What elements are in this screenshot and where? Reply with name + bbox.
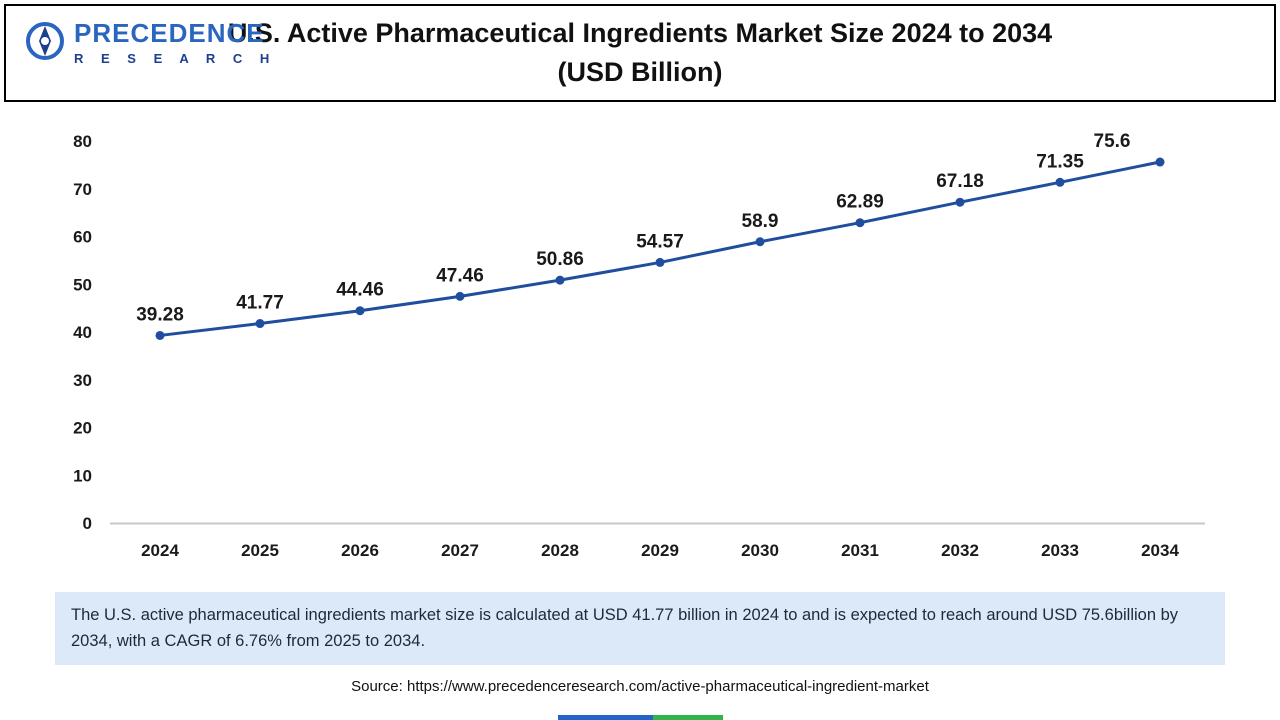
x-tick-label: 2026 xyxy=(341,541,379,560)
note-text: The U.S. active pharmaceutical ingredien… xyxy=(71,606,1179,650)
y-tick-label: 10 xyxy=(73,466,92,485)
y-tick-label: 30 xyxy=(73,371,92,390)
data-label: 71.35 xyxy=(1036,151,1084,172)
x-tick-label: 2031 xyxy=(841,541,879,560)
data-point xyxy=(555,275,565,285)
data-point xyxy=(855,218,865,228)
logo-text: PRECEDENCE R E S E A R C H xyxy=(74,18,277,67)
y-tick-label: 70 xyxy=(73,180,92,199)
data-point xyxy=(155,330,165,340)
header: PRECEDENCE R E S E A R C H U.S. Active P… xyxy=(4,4,1276,102)
data-label: 67.18 xyxy=(936,171,984,192)
x-tick-label: 2034 xyxy=(1141,541,1179,560)
x-tick-label: 2025 xyxy=(241,541,279,560)
data-point xyxy=(1055,177,1065,187)
data-point xyxy=(255,319,265,329)
source-text: Source: https://www.precedenceresearch.c… xyxy=(351,678,929,695)
line-chart: 0 10 20 30 40 50 60 70 80 2024 2025 2026 2027 2028 202… xyxy=(0,102,1280,572)
logo-name: PRECEDENCE xyxy=(74,18,265,48)
y-tick-label: 60 xyxy=(73,228,92,247)
data-label: 44.46 xyxy=(336,280,384,301)
x-tick-label: 2029 xyxy=(641,541,679,560)
note-box: The U.S. active pharmaceutical ingredien… xyxy=(55,592,1225,666)
data-label: 75.6 xyxy=(1094,131,1131,152)
data-point xyxy=(355,306,365,316)
footer-accent-bar xyxy=(0,715,1280,720)
data-label: 62.89 xyxy=(836,192,884,213)
data-point xyxy=(755,237,765,247)
data-point xyxy=(955,197,965,207)
data-label: 50.86 xyxy=(536,249,584,270)
footer-accent-blue xyxy=(557,715,653,720)
y-tick-label: 50 xyxy=(73,275,92,294)
x-tick-label: 2028 xyxy=(541,541,579,560)
chart-title: U.S. Active Pharmaceutical Ingredients M… xyxy=(227,17,1053,87)
y-tick-label: 20 xyxy=(73,419,92,438)
x-tick-label: 2024 xyxy=(141,541,179,560)
logo: PRECEDENCE R E S E A R C H xyxy=(24,18,277,67)
x-tick-label: 2027 xyxy=(441,541,479,560)
data-label: 54.57 xyxy=(636,231,684,252)
data-label: 58.9 xyxy=(742,211,779,232)
x-tick-label: 2032 xyxy=(941,541,979,560)
data-label: 41.77 xyxy=(236,293,284,314)
data-point xyxy=(455,291,465,301)
logo-subtitle: R E S E A R C H xyxy=(74,51,277,67)
y-tick-label: 80 xyxy=(73,132,92,151)
y-tick-label: 0 xyxy=(83,514,92,533)
data-point xyxy=(655,257,665,267)
x-tick-label: 2030 xyxy=(741,541,779,560)
y-tick-label: 40 xyxy=(73,323,92,342)
x-tick-label: 2033 xyxy=(1041,541,1079,560)
compass-logo-icon xyxy=(24,20,66,67)
footer-accent-green xyxy=(652,715,723,720)
data-point xyxy=(1155,157,1165,167)
data-label: 47.46 xyxy=(436,265,484,286)
data-label: 39.28 xyxy=(136,304,184,325)
